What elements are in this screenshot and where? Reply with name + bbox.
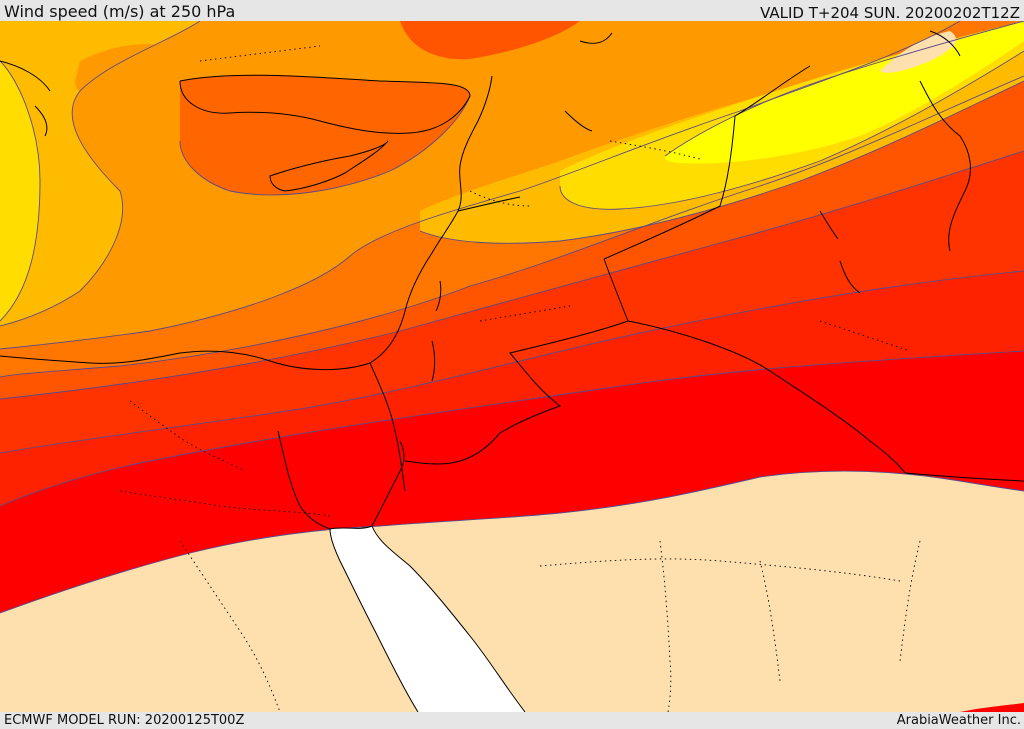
band-dark-orange-north <box>400 21 580 60</box>
wind-speed-map <box>0 21 1024 712</box>
model-run-label: ECMWF MODEL RUN: 20200125T00Z <box>4 713 245 728</box>
band-dark-orange-cyprus <box>180 75 470 195</box>
calm-region-ne <box>880 31 957 73</box>
header-bar <box>0 0 1024 21</box>
band-gold <box>0 61 40 321</box>
regional-borders <box>119 45 921 712</box>
calm-region <box>0 471 1024 712</box>
isotach-contours <box>0 21 1024 614</box>
credit-label: ArabiaWeather Inc. <box>896 713 1021 728</box>
band-amber <box>0 21 200 326</box>
footer-bar <box>0 712 1024 729</box>
band-light-orange-west <box>75 44 171 97</box>
map-title: Wind speed (m/s) at 250 hPa <box>4 2 236 21</box>
coastlines <box>0 30 961 712</box>
red-sea <box>330 526 525 712</box>
valid-time-label: VALID T+204 SUN. 20200202T12Z <box>760 4 1020 22</box>
band-red-southeast <box>960 703 1024 712</box>
country-borders <box>369 65 1024 492</box>
